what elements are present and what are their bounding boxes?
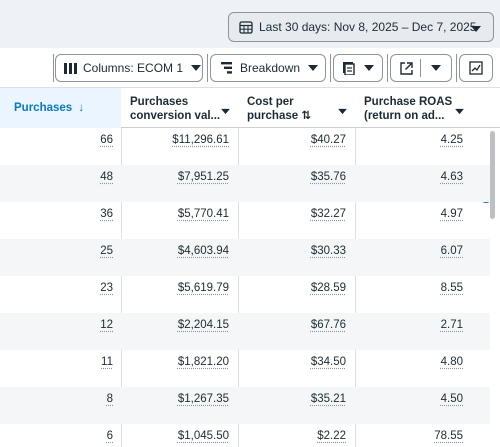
column-header-label: Cost per purchase ⇅ bbox=[247, 95, 339, 123]
table-body: 66 $11,296.61 $40.27 4.25 48 $7,951.25 $… bbox=[0, 128, 500, 447]
column-header-label: Purchases conversion val... bbox=[130, 95, 222, 123]
cell-purchase-roas[interactable]: 4.25 bbox=[440, 134, 463, 146]
table-row[interactable]: 12 $2,204.15 $67.76 2.71 bbox=[0, 313, 490, 350]
breakdown-button[interactable]: Breakdown bbox=[210, 54, 326, 82]
chevron-down-icon bbox=[364, 61, 374, 75]
column-header-text: Purchase ROAS bbox=[364, 96, 453, 108]
cell-cost-per-purchase[interactable]: $2.22 bbox=[317, 430, 346, 442]
export-icon bbox=[400, 61, 413, 75]
table-row[interactable]: 6 $1,045.50 $2.22 78.55 bbox=[0, 424, 490, 447]
cell-purchases[interactable]: 11 bbox=[101, 356, 113, 368]
cell-cost-per-purchase[interactable]: $35.76 bbox=[310, 171, 346, 183]
column-header-purchase-roas[interactable]: Purchase ROAS (return on ad... bbox=[356, 88, 472, 128]
export-button[interactable] bbox=[390, 54, 452, 82]
table-row[interactable]: 8 $1,267.35 $35.21 4.50 bbox=[0, 387, 490, 424]
cell-purchase-roas[interactable]: 4.97 bbox=[440, 208, 463, 220]
cell-conversion-value[interactable]: $1,045.50 bbox=[177, 430, 229, 442]
cell-purchases[interactable]: 36 bbox=[100, 208, 113, 220]
cell-conversion-value[interactable]: $7,951.25 bbox=[177, 171, 229, 183]
table-row[interactable]: 48 $7,951.25 $35.76 4.63 bbox=[0, 165, 490, 202]
table-row[interactable]: 25 $4,603.94 $30.33 6.07 bbox=[0, 239, 490, 276]
column-header-label: Purchase ROAS (return on ad... bbox=[364, 95, 456, 123]
cell-purchases[interactable]: 6 bbox=[106, 430, 113, 442]
chevron-down-icon[interactable] bbox=[455, 105, 464, 119]
cell-conversion-value[interactable]: $11,296.61 bbox=[172, 134, 229, 146]
cell-cost-per-purchase[interactable]: $40.27 bbox=[310, 134, 346, 146]
cell-purchases[interactable]: 12 bbox=[100, 319, 113, 331]
column-header-conversion-value[interactable]: Purchases conversion val... bbox=[122, 88, 238, 128]
cell-conversion-value[interactable]: $1,821.20 bbox=[177, 356, 229, 368]
toolbar-divider bbox=[456, 54, 457, 82]
cell-cost-per-purchase[interactable]: $67.76 bbox=[310, 319, 346, 331]
split-divider bbox=[420, 59, 421, 77]
cell-purchase-roas[interactable]: 6.07 bbox=[440, 245, 463, 257]
cell-cost-per-purchase[interactable]: $35.21 bbox=[310, 393, 346, 405]
columns-button[interactable]: Columns: ECOM 1 bbox=[55, 54, 203, 82]
breakdown-label: Breakdown bbox=[240, 61, 301, 75]
table-row[interactable]: 23 $5,619.79 $28.59 8.55 bbox=[0, 276, 490, 313]
chevron-down-icon[interactable] bbox=[221, 105, 230, 119]
calendar-icon bbox=[239, 20, 253, 34]
chart-trend-icon bbox=[469, 61, 483, 75]
column-header-text: Purchases bbox=[14, 102, 73, 114]
table-row[interactable]: 36 $5,770.41 $32.27 4.97 bbox=[0, 202, 490, 239]
cell-purchase-roas[interactable]: 4.63 bbox=[440, 171, 463, 183]
chevron-down-icon bbox=[431, 61, 441, 75]
charts-button[interactable] bbox=[459, 54, 493, 82]
cell-purchases[interactable]: 66 bbox=[100, 134, 113, 146]
column-header-purchases[interactable]: Purchases ↓ bbox=[0, 88, 121, 128]
cell-purchases[interactable]: 25 bbox=[100, 245, 113, 257]
toolbar-divider bbox=[53, 54, 54, 82]
cell-cost-per-purchase[interactable]: $30.33 bbox=[310, 245, 346, 257]
date-bar: Last 30 days: Nov 8, 2025 – Dec 7, 2025 bbox=[0, 0, 500, 48]
vertical-scrollbar[interactable] bbox=[490, 131, 495, 219]
toolbar-divider bbox=[387, 54, 388, 82]
reports-button[interactable] bbox=[333, 54, 383, 82]
date-range-button[interactable]: Last 30 days: Nov 8, 2025 – Dec 7, 2025 bbox=[228, 12, 494, 42]
columns-icon bbox=[64, 62, 77, 74]
cell-conversion-value[interactable]: $2,204.15 bbox=[177, 319, 229, 331]
chevron-down-icon bbox=[471, 22, 481, 36]
chevron-down-icon bbox=[308, 61, 319, 75]
cell-purchase-roas[interactable]: 2.71 bbox=[440, 319, 463, 331]
cell-conversion-value[interactable]: $5,770.41 bbox=[177, 208, 229, 220]
cell-cost-per-purchase[interactable]: $34.50 bbox=[310, 356, 346, 368]
toolbar-divider bbox=[330, 54, 331, 82]
reports-icon bbox=[342, 61, 356, 75]
column-header-cost-per-purchase[interactable]: Cost per purchase ⇅ bbox=[239, 88, 355, 128]
table-row[interactable]: 11 $1,821.20 $34.50 4.80 bbox=[0, 350, 490, 387]
cell-purchase-roas[interactable]: 4.80 bbox=[440, 356, 463, 368]
cell-conversion-value[interactable]: $5,619.79 bbox=[177, 282, 229, 294]
table-toolbar: Columns: ECOM 1 Breakdown bbox=[0, 48, 500, 88]
chevron-down-icon bbox=[191, 61, 202, 75]
date-range-label: Last 30 days: Nov 8, 2025 – Dec 7, 2025 bbox=[259, 20, 477, 34]
cell-cost-per-purchase[interactable]: $28.59 bbox=[310, 282, 346, 294]
cell-purchase-roas[interactable]: 4.50 bbox=[440, 393, 463, 405]
column-header-text: (return on ad... bbox=[364, 110, 445, 122]
toolbar-divider bbox=[207, 54, 208, 82]
columns-label: Columns: ECOM 1 bbox=[83, 61, 184, 75]
column-header-text: Cost per bbox=[247, 96, 294, 108]
column-header-text: Purchases bbox=[130, 96, 189, 108]
cell-conversion-value[interactable]: $4,603.94 bbox=[177, 245, 229, 257]
column-header-label: Purchases ↓ bbox=[14, 101, 106, 115]
table-row[interactable]: 66 $11,296.61 $40.27 4.25 bbox=[0, 128, 490, 165]
cell-purchases[interactable]: 8 bbox=[106, 393, 113, 405]
cell-cost-per-purchase[interactable]: $32.27 bbox=[310, 208, 346, 220]
sort-descending-icon: ↓ bbox=[78, 102, 85, 114]
cell-conversion-value[interactable]: $1,267.35 bbox=[177, 393, 229, 405]
chevron-down-icon[interactable] bbox=[338, 105, 347, 119]
column-header-text: purchase ⇅ bbox=[247, 110, 311, 122]
cell-purchases[interactable]: 48 bbox=[100, 171, 113, 183]
column-header-text: conversion val... bbox=[130, 110, 221, 122]
cell-purchase-roas[interactable]: 8.55 bbox=[440, 282, 463, 294]
table-header: Purchases ↓ Purchases conversion val... … bbox=[0, 88, 500, 203]
breakdown-icon bbox=[221, 62, 234, 74]
cell-purchases[interactable]: 23 bbox=[100, 282, 113, 294]
cell-purchase-roas[interactable]: 78.55 bbox=[434, 430, 463, 442]
